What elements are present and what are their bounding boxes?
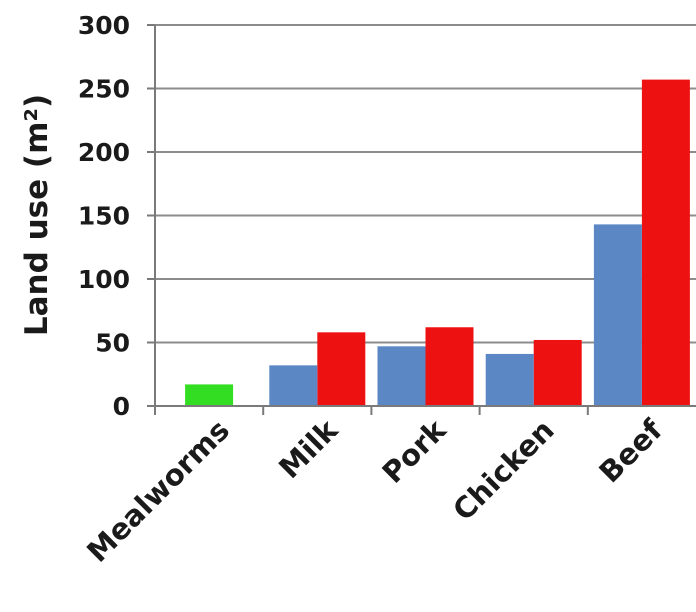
y-tick-label: 0 (113, 392, 130, 421)
y-axis-title: Land use (m²) (19, 94, 55, 336)
y-tick-labels: 0 50 100 150 200 250 300 (78, 11, 130, 421)
y-tick-label: 250 (78, 75, 130, 104)
y-tick-label: 50 (95, 329, 130, 358)
y-tick-label: 200 (78, 138, 130, 167)
x-tick-label: Chicken (446, 413, 560, 527)
bar-pork-1 (377, 346, 426, 406)
x-tick-label: Mealworms (80, 413, 236, 569)
x-tick-label: Pork (376, 412, 453, 489)
bar-chicken-2 (533, 339, 582, 406)
y-tick-label: 150 (78, 202, 130, 231)
axes (154, 25, 696, 407)
bar-beef-1 (593, 224, 642, 406)
bar-mealworms-0 (185, 384, 234, 406)
bar-beef-2 (641, 79, 690, 407)
bar-chicken-1 (485, 353, 534, 406)
x-tick-label: Milk (272, 412, 345, 485)
y-tick-label: 100 (78, 265, 130, 294)
bars (154, 79, 690, 415)
bar-milk-1 (269, 365, 318, 406)
x-tick-label: Beef (592, 413, 669, 490)
bar-milk-2 (317, 332, 366, 406)
y-tick-label: 300 (78, 11, 130, 40)
bar-pork-2 (425, 327, 474, 406)
